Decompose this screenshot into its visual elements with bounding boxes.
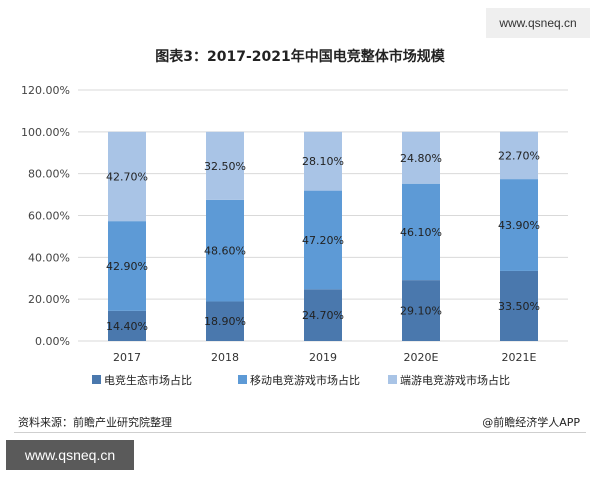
y-tick-label: 100.00% (21, 126, 70, 139)
bar-segment (500, 270, 538, 341)
bar-segment (108, 221, 146, 311)
watermark-top: www.qsneq.cn (486, 8, 590, 38)
bar-segment (206, 301, 244, 341)
y-tick-label: 120.00% (21, 84, 70, 97)
data-label: 28.10% (302, 155, 344, 168)
legend-swatch (388, 375, 397, 384)
bar-segment (108, 131, 146, 222)
data-label: 32.50% (204, 160, 246, 173)
chart-title: 图表3：2017-2021年中国电竞整体市场规模 (155, 49, 445, 65)
bar-segment (402, 280, 440, 341)
bar-segment (402, 131, 440, 184)
x-tick-label: 2021E (502, 351, 537, 364)
legend-label: 端游电竞游戏市场占比 (400, 373, 510, 387)
brand-note: @前瞻经济学人APP (482, 416, 580, 429)
bar-segment (500, 179, 538, 271)
legend-label: 电竞生态市场占比 (104, 373, 192, 387)
y-tick-label: 40.00% (28, 251, 70, 264)
bar-segment (108, 310, 146, 341)
legend-swatch (92, 375, 101, 384)
data-label: 18.90% (204, 315, 246, 328)
data-label: 43.90% (498, 219, 540, 232)
y-tick-label: 60.00% (28, 210, 70, 223)
data-label: 42.70% (106, 170, 148, 183)
stacked-bar-chart: 0.00% 20.00% 40.00% 60.00% 80.00% 100.00% 120.… (21, 84, 568, 387)
legend-label: 移动电竞游戏市场占比 (250, 373, 360, 387)
data-label: 14.40% (106, 320, 148, 333)
bar-segment (500, 131, 538, 180)
bar-segment (402, 183, 440, 281)
y-tick-label: 0.00% (35, 335, 70, 348)
bar-segment (304, 131, 342, 191)
data-label: 46.10% (400, 226, 442, 239)
source-note: 资料来源：前瞻产业研究院整理 (18, 416, 172, 429)
legend-swatch (238, 375, 247, 384)
x-tick-label: 2017 (113, 351, 141, 364)
bar-segment (304, 190, 342, 290)
data-label: 24.80% (400, 152, 442, 165)
bar-segment (206, 199, 244, 302)
x-tick-label: 2020E (404, 351, 439, 364)
x-tick-label: 2018 (211, 351, 239, 364)
y-tick-label: 20.00% (28, 293, 70, 306)
data-label: 24.70% (302, 309, 344, 322)
x-tick-label: 2019 (309, 351, 337, 364)
data-label: 42.90% (106, 260, 148, 273)
data-label: 33.50% (498, 300, 540, 313)
data-label: 29.10% (400, 305, 442, 318)
bar-segment (206, 131, 244, 200)
bar-segment (304, 289, 342, 341)
y-tick-label: 80.00% (28, 168, 70, 181)
watermark-bottom: www.qsneq.cn (6, 440, 134, 470)
data-label: 22.70% (498, 149, 540, 162)
footer-divider (14, 432, 586, 433)
data-label: 47.20% (302, 234, 344, 247)
data-label: 48.60% (204, 245, 246, 258)
